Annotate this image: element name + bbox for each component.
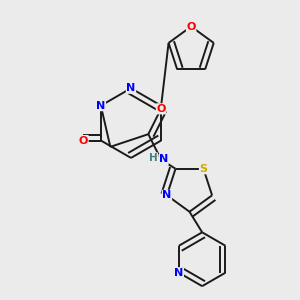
Text: N: N xyxy=(96,101,106,111)
Text: N: N xyxy=(159,154,168,164)
Text: O: O xyxy=(187,22,196,32)
Text: O: O xyxy=(156,104,166,114)
Text: S: S xyxy=(200,164,207,174)
Text: N: N xyxy=(174,268,184,278)
Text: N: N xyxy=(162,190,172,200)
Text: N: N xyxy=(126,83,136,93)
Text: O: O xyxy=(79,136,88,146)
Text: H: H xyxy=(149,153,158,163)
